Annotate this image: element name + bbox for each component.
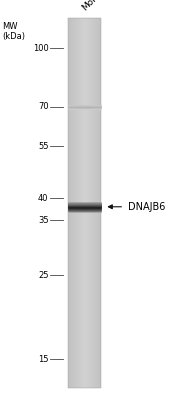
Bar	[93, 18, 94, 388]
Bar	[72, 18, 73, 388]
Bar	[99, 18, 100, 388]
Bar	[79, 18, 80, 388]
Bar	[90, 18, 91, 388]
Text: 35: 35	[38, 216, 49, 225]
Text: 55: 55	[38, 142, 49, 151]
Bar	[87, 18, 88, 388]
Bar	[68, 18, 101, 388]
Bar	[91, 18, 92, 388]
Bar	[85, 18, 86, 388]
Text: 70: 70	[38, 102, 49, 111]
Bar	[69, 18, 70, 388]
Bar	[78, 18, 79, 388]
Bar	[82, 18, 83, 388]
Bar	[94, 18, 95, 388]
Bar	[88, 18, 89, 388]
Bar	[95, 18, 96, 388]
Bar	[75, 18, 76, 388]
Bar	[96, 18, 97, 388]
Bar	[86, 18, 87, 388]
Text: MW
(kDa): MW (kDa)	[2, 22, 25, 41]
Bar	[80, 18, 81, 388]
Bar	[68, 18, 69, 388]
Bar	[98, 18, 99, 388]
Bar	[89, 18, 90, 388]
Bar	[70, 18, 71, 388]
Text: 100: 100	[33, 44, 49, 53]
Bar	[73, 18, 74, 388]
Text: 15: 15	[38, 355, 49, 364]
Text: DNAJB6: DNAJB6	[128, 202, 165, 212]
Bar	[77, 18, 78, 388]
Bar	[97, 18, 98, 388]
Text: Molt-4: Molt-4	[80, 0, 106, 12]
Bar	[81, 18, 82, 388]
Bar	[83, 18, 84, 388]
Bar	[71, 18, 72, 388]
Text: 40: 40	[38, 194, 49, 203]
Bar	[74, 18, 75, 388]
Bar	[92, 18, 93, 388]
Bar	[100, 18, 101, 388]
Text: 25: 25	[38, 271, 49, 280]
Bar	[76, 18, 77, 388]
Bar	[84, 18, 85, 388]
